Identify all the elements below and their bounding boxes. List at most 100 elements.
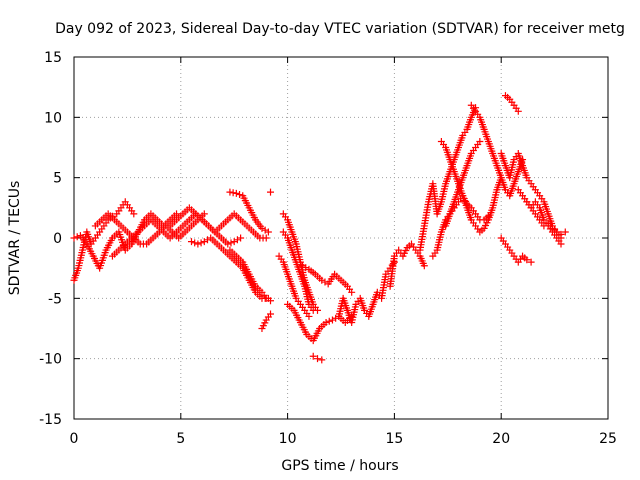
data-point [309, 327, 322, 345]
data-point [356, 294, 368, 312]
data-point [200, 210, 208, 218]
data-point [279, 258, 291, 276]
data-point [493, 162, 504, 179]
data-point [252, 216, 264, 230]
data-point [506, 158, 517, 182]
data-point [540, 222, 548, 230]
data-point [262, 294, 270, 302]
data-point [102, 236, 115, 254]
data-point [497, 150, 509, 167]
series-arc-10 [267, 188, 275, 196]
data-point [284, 216, 295, 234]
x-tick-label: 0 [70, 431, 79, 447]
x-tick-label: 20 [492, 431, 510, 447]
data-point [450, 146, 462, 164]
data-point [442, 170, 453, 188]
series-arc-16 [309, 352, 326, 364]
series-arc-21 [442, 192, 492, 230]
data-point [301, 282, 312, 306]
series-arc-26 [497, 234, 535, 266]
data-point [296, 300, 307, 311]
data-point [239, 258, 252, 276]
data-point [514, 107, 522, 115]
data-point [314, 355, 322, 363]
series-arc-6 [226, 188, 272, 236]
data-point [301, 306, 311, 317]
data-point [224, 212, 236, 224]
y-tick-label: 15 [44, 50, 62, 66]
data-point [296, 318, 310, 336]
data-point [70, 233, 81, 242]
data-point [305, 265, 317, 277]
data-point [288, 282, 299, 300]
data-point [510, 170, 521, 188]
data-point [476, 137, 484, 145]
data-point [211, 224, 223, 236]
data-point [523, 256, 531, 264]
series-arc-17 [335, 258, 398, 326]
series-arc-2 [70, 210, 181, 272]
data-point [70, 267, 81, 284]
data-point [262, 234, 270, 242]
data-point [237, 234, 245, 242]
data-point [245, 270, 258, 288]
data-point [459, 192, 470, 209]
data-point [226, 188, 237, 197]
data-point [292, 294, 302, 305]
data-point [463, 152, 474, 170]
data-point [527, 180, 537, 191]
chart-title: Day 092 of 2023, Sidereal Day-to-day VTE… [55, 21, 625, 37]
data-point [416, 252, 427, 267]
data-point [267, 297, 275, 305]
data-point [309, 306, 317, 314]
data-point [506, 246, 516, 257]
data-point [173, 210, 181, 218]
data-point [292, 258, 304, 276]
data-point [339, 294, 351, 312]
data-point [497, 234, 507, 245]
data-point [429, 249, 439, 260]
data-point [130, 210, 138, 218]
data-point [318, 276, 329, 286]
data-point [288, 246, 299, 264]
data-point [540, 198, 551, 215]
data-point [433, 231, 445, 254]
data-point [450, 168, 462, 185]
data-point [121, 242, 134, 254]
x-tick-label: 15 [385, 431, 403, 447]
x-axis-label: GPS time / hours [281, 458, 398, 474]
data-marks [70, 92, 569, 364]
data-point [258, 319, 269, 332]
data-point [258, 224, 269, 234]
data-point [224, 239, 235, 248]
y-tick-label: -5 [48, 291, 62, 307]
y-tick-label: 5 [53, 171, 62, 187]
y-tick-label: 10 [44, 110, 62, 126]
data-point [527, 204, 537, 215]
data-point [74, 249, 86, 272]
data-point [324, 273, 337, 288]
data-point [296, 270, 308, 288]
data-point [420, 262, 428, 270]
data-point [416, 225, 428, 254]
data-point [484, 206, 496, 224]
series-arc-15 [299, 262, 356, 296]
series-arc-7 [187, 234, 272, 302]
data-point [284, 270, 295, 288]
data-point [557, 230, 565, 238]
series-arc-19 [416, 104, 480, 254]
data-point [267, 310, 275, 318]
data-point [527, 258, 535, 266]
data-point [267, 188, 275, 196]
data-point [514, 150, 526, 167]
data-point [115, 242, 127, 254]
data-point [348, 288, 356, 296]
data-point [262, 313, 272, 324]
data-point [454, 134, 466, 151]
data-point [160, 228, 172, 240]
data-point [237, 216, 249, 228]
series-arc-18 [386, 240, 428, 290]
data-point [305, 312, 313, 320]
data-point [467, 106, 478, 121]
